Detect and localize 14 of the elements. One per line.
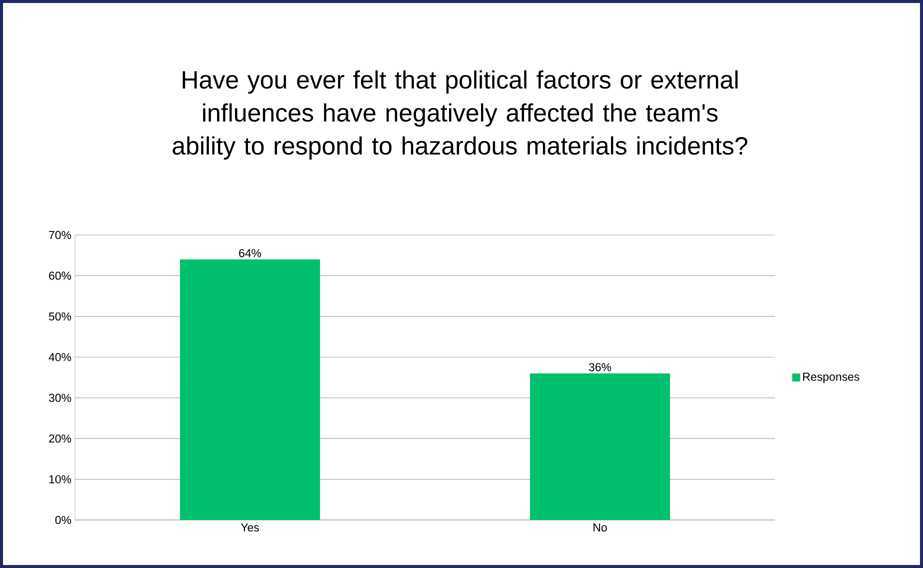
y-tick-label: 0% [55, 516, 72, 524]
y-tick-label: 60% [49, 272, 72, 280]
y-tick-label: 20% [49, 434, 72, 443]
x-tick-label: No [594, 524, 607, 532]
y-tick-label: 40% [48, 353, 72, 362]
x-tick-label: Yes [240, 524, 259, 532]
data-label: 64% [239, 249, 262, 258]
y-tick-label: 70% [49, 230, 72, 240]
y-tick-label: 30% [48, 394, 72, 402]
y-tick-label: 50% [48, 312, 72, 320]
y-tick-label: 10% [49, 475, 72, 484]
chart-title: Have you ever felt that political factors or external influences have negatively affected the team's ability to respond to hazardous materials incidents? [172, 70, 748, 160]
legend-label: Responses [803, 372, 860, 384]
data-label: 36% [588, 363, 612, 372]
